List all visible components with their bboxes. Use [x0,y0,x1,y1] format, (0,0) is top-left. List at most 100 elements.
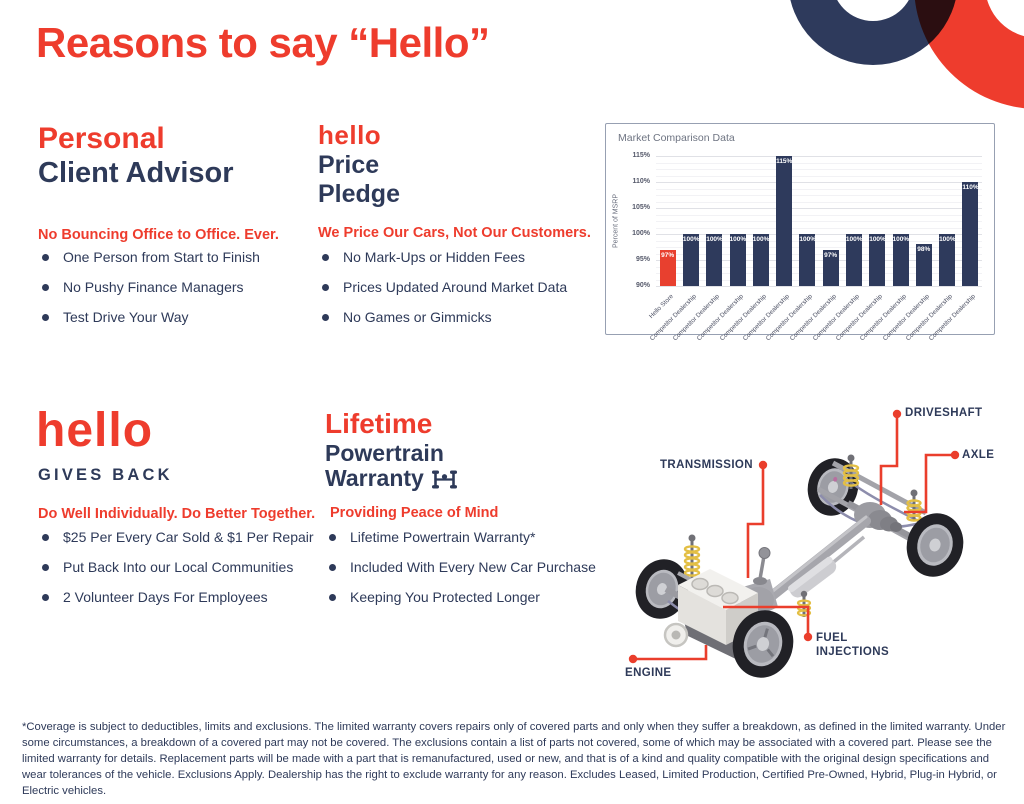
bullet-text: No Pushy Finance Managers [63,279,244,295]
warranty-subhead: Providing Peace of Mind [330,505,499,521]
major-gridline [656,156,982,157]
warranty-title-text: Warranty [325,465,424,491]
x-tick-label: Competitor Dealership [811,293,861,343]
gives-back-bullets: $25 Per Every Car Sold & $1 Per Repair Pu… [38,529,314,619]
minor-gridline [656,266,982,268]
x-tick-label: Hello Store [647,293,675,320]
bar-competitor: 100% [682,234,700,286]
bullet-dot [42,254,49,261]
minor-gridline [656,175,982,177]
minor-gridline [656,221,982,222]
x-tick-label: Competitor Dealership [741,293,792,343]
bar-value-label: 115% [776,158,793,165]
bullet-item: No Mark-Ups or Hidden Fees [318,249,567,266]
rear-right-wheel [906,513,964,577]
bar-value-label: 100% [939,236,956,243]
gives-back-logo: hello [36,404,154,457]
front-left-wheel [635,559,689,619]
minor-gridline [656,227,982,229]
corner-decoration [790,0,1024,109]
label-transmission: TRANSMISSION [660,459,753,471]
bullet-item: Lifetime Powertrain Warranty* [325,529,596,546]
y-tick-label: 90% [635,282,650,289]
transmission-callout-line [746,465,765,578]
muffler [788,556,837,598]
bullet-text: Lifetime Powertrain Warranty* [350,529,536,545]
bar-value-label: 98% [917,246,931,254]
bullet-dot [322,314,329,321]
minor-gridline [656,279,982,281]
bullet-text: No Games or Gimmicks [343,309,492,325]
front-right-wheel [732,610,794,678]
y-tick-label: 115% [632,152,650,159]
gear-shifter [753,547,771,585]
navy-ring-shape [790,0,956,65]
bullet-dot [42,594,49,601]
bar-value-label: 97% [661,251,675,259]
bullet-dot [329,564,336,571]
minor-gridline [656,188,982,190]
bar-hello-store: 97% [659,249,676,286]
bullet-dot [322,254,329,261]
chart-x-labels: Hello Store Competitor Dealership Competit… [648,287,982,342]
powertrain-diagram: DRIVESHAFT AXLE TRANSMISSION FUEL INJECT… [608,393,1022,695]
engine-callout-line [633,645,708,661]
minor-gridline [656,214,982,216]
minor-gridline [656,253,982,255]
bar-competitor: 100% [869,234,886,286]
gives-back-subhead: Do Well Individually. Do Better Together… [38,506,316,522]
bullet-text: Included With Every New Car Purchase [350,559,596,575]
label-axle: AXLE [962,449,995,461]
bar-competitor: 100% [845,234,863,286]
chart-y-ticks: 90% 95% 100% 105% 110% 115% [606,152,650,289]
advisor-title-line2: Client Advisor [38,157,234,189]
bar-value-label: 100% [729,236,747,243]
bullet-text: Keeping You Protected Longer [350,589,540,605]
bar-competitor: 115% [776,156,792,286]
warranty-title-line2: Powertrain [325,440,444,466]
bar-competitor: 100% [892,234,910,286]
page-title: Reasons to say “Hello” [36,19,490,66]
chart-plot-area: 97% 100% 100% 100% 100% 115% 100% 97% 100% 100% 10… [656,156,982,287]
label-engine: ENGINE [625,667,672,679]
rear-left-spring [842,454,860,489]
bar-competitor: 97% [822,249,839,286]
warranty-title-line1: Lifetime [325,408,433,439]
bar-competitor: 100% [799,234,816,286]
x-tick-label: Competitor Dealership [788,293,838,343]
disclaimer-text: *Coverage is subject to deductibles, lim… [22,721,1006,798]
label-driveshaft: DRIVESHAFT [905,407,983,419]
x-tick-label: Competitor Dealership [928,293,978,343]
bullet-dot [42,314,49,321]
bar-competitor: 110% [962,182,979,286]
bullet-item: No Pushy Finance Managers [38,279,260,296]
y-tick-label: 110% [632,178,650,185]
bullet-item: No Games or Gimmicks [318,309,567,326]
minor-gridline [656,169,982,170]
gives-back-title: GIVES BACK [38,466,173,484]
driveshaft-callout-line [879,414,899,505]
bullet-item: One Person from Start to Finish [38,249,260,266]
x-tick-label: Competitor Dealership [881,293,931,343]
bar-value-label: 100% [752,236,770,243]
advisor-title-line1: Personal [38,122,165,155]
bullet-item: Included With Every New Car Purchase [325,559,596,576]
bullet-dot [329,534,336,541]
advisor-subhead: No Bouncing Office to Office. Ever. [38,227,279,243]
chassis-illustration [628,409,964,678]
axle-callout-line [904,453,955,514]
bar-competitor: 100% [706,234,723,286]
bar-value-label: 100% [706,236,723,243]
bar-value-label: 110% [962,184,979,191]
bullet-item: Prices Updated Around Market Data [318,279,567,296]
bullet-dot [322,284,329,291]
bar-competitor: 100% [752,234,770,286]
bar-value-label: 100% [892,236,910,243]
market-comparison-chart: Market Comparison Data Percent of MSRP 9… [605,123,995,342]
bar-competitor: 100% [939,234,956,286]
bullet-text: Prices Updated Around Market Data [343,279,568,295]
bullet-text: $25 Per Every Car Sold & $1 Per Repair [63,529,314,545]
minor-gridline [656,201,982,203]
bullet-item: Put Back Into our Local Communities [38,559,314,576]
